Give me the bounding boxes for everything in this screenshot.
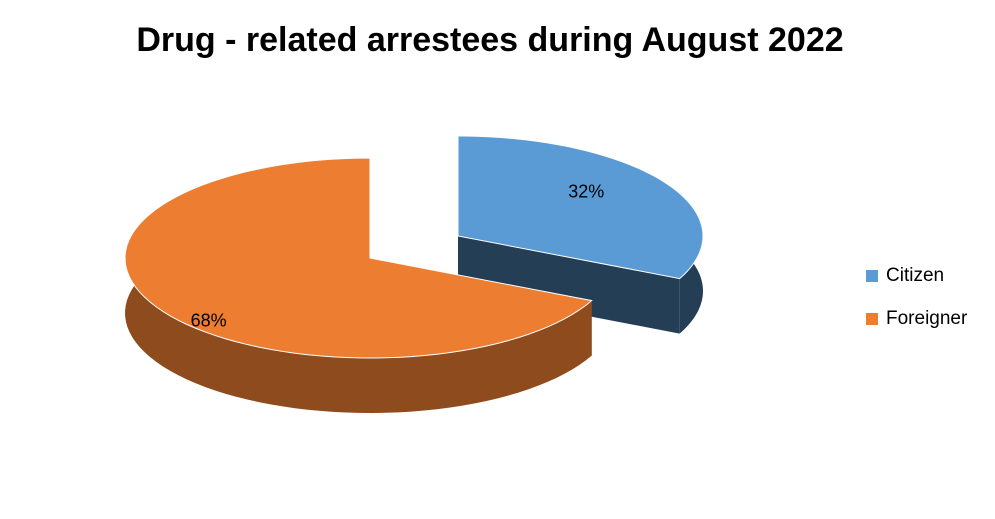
- legend-label: Citizen: [886, 265, 944, 286]
- pie-slice: [457, 135, 704, 280]
- pie-slice: [124, 157, 593, 359]
- legend-label: Foreigner: [886, 308, 968, 329]
- slice: [124, 157, 593, 413]
- legend-swatch: [866, 270, 878, 282]
- data-label: 68%: [191, 311, 227, 331]
- data-label: 32%: [568, 182, 604, 202]
- slice: [457, 135, 704, 334]
- slice-wall: [458, 236, 680, 334]
- chart-title: Drug - related arrestees during August 2…: [136, 21, 843, 59]
- legend-swatch: [866, 313, 878, 325]
